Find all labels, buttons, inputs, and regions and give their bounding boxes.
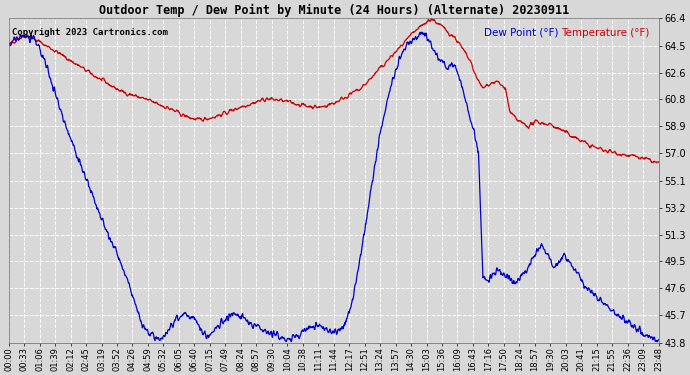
- Legend: Dew Point (°F), Temperature (°F): Dew Point (°F), Temperature (°F): [480, 24, 653, 42]
- Title: Outdoor Temp / Dew Point by Minute (24 Hours) (Alternate) 20230911: Outdoor Temp / Dew Point by Minute (24 H…: [99, 4, 569, 17]
- Text: Copyright 2023 Cartronics.com: Copyright 2023 Cartronics.com: [12, 28, 168, 37]
